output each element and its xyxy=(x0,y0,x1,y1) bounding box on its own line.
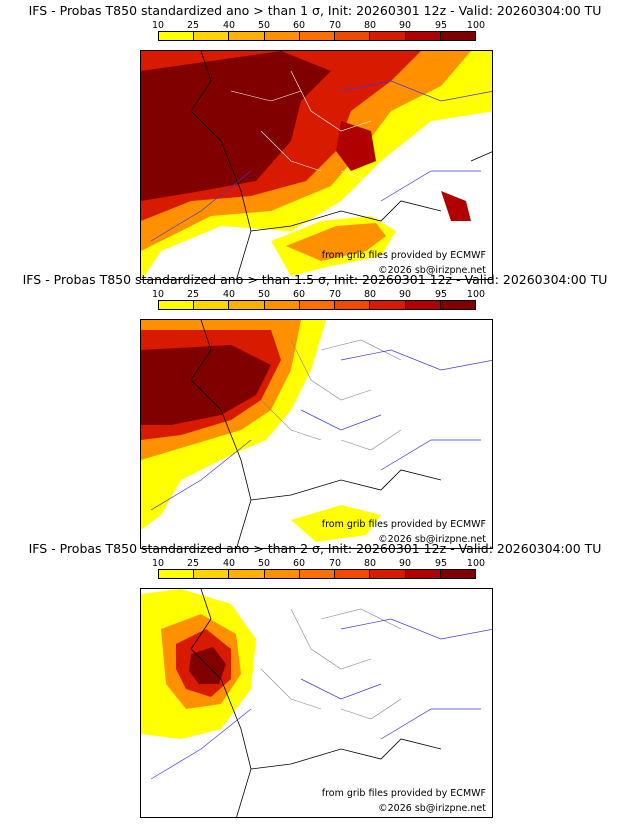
legend-tick: 10 xyxy=(151,558,165,569)
rivers xyxy=(150,618,492,780)
rivers xyxy=(150,349,492,511)
map-panel-1sigma: IFS - Probas T850 standardized ano > tha… xyxy=(0,3,630,281)
data-credit: from grib files provided by ECMWF xyxy=(321,788,486,799)
prob-field-max xyxy=(141,345,271,425)
legend-tick: 25 xyxy=(186,20,200,31)
map-panel-2sigma: IFS - Probas T850 standardized ano > tha… xyxy=(0,541,630,819)
probability-map: from grib files provided by ECMWF ©2026 … xyxy=(140,319,493,549)
prob-field-max xyxy=(141,51,331,201)
copyright: ©2026 sb@irizpne.net xyxy=(378,534,486,545)
legend-tick: 40 xyxy=(222,289,236,300)
legend-swatch xyxy=(194,570,230,578)
legend-swatch xyxy=(440,570,475,578)
legend-swatch xyxy=(299,301,336,309)
copyright: ©2026 sb@irizpne.net xyxy=(378,803,486,814)
legend-swatch xyxy=(370,301,406,309)
legend-tick: 40 xyxy=(222,558,236,569)
legend-tick: 50 xyxy=(257,289,271,300)
panel-title: IFS - Probas T850 standardized ano > tha… xyxy=(22,272,608,287)
legend-tick: 95 xyxy=(434,289,448,300)
legend-tick: 50 xyxy=(257,558,271,569)
legend-tick: 25 xyxy=(186,289,200,300)
map-graphic xyxy=(141,320,492,548)
legend-colorbar xyxy=(158,300,476,310)
legend-swatch xyxy=(229,570,265,578)
prob-field-corsica xyxy=(441,191,471,221)
panel-title: IFS - Probas T850 standardized ano > tha… xyxy=(28,541,602,556)
legend-swatch xyxy=(194,301,230,309)
legend-swatch xyxy=(264,32,300,40)
legend-tick: 90 xyxy=(398,20,412,31)
legend-tick: 25 xyxy=(186,558,200,569)
legend-tick: 95 xyxy=(434,20,448,31)
borders xyxy=(230,70,402,182)
legend-ticks: 10 25 40 50 60 70 80 90 95 100 xyxy=(152,20,485,31)
panel-title: IFS - Probas T850 standardized ano > tha… xyxy=(28,3,602,18)
legend-tick: 100 xyxy=(466,20,486,31)
legend-tick: 70 xyxy=(328,20,342,31)
map-graphic xyxy=(141,589,492,817)
legend-tick: 40 xyxy=(222,20,236,31)
legend-swatch xyxy=(335,301,371,309)
legend-tick: 95 xyxy=(434,558,448,569)
legend-swatch xyxy=(299,570,336,578)
copyright: ©2026 sb@irizpne.net xyxy=(378,265,486,276)
legend-swatch xyxy=(264,570,300,578)
coastline xyxy=(190,589,442,817)
legend-swatch xyxy=(229,301,265,309)
legend-tick: 10 xyxy=(151,20,165,31)
legend-swatch xyxy=(264,301,300,309)
coastline xyxy=(190,320,442,548)
legend-swatch xyxy=(440,301,475,309)
borders xyxy=(260,608,402,720)
probability-map: from grib files provided by ECMWF ©2026 … xyxy=(140,50,493,280)
legend-swatch xyxy=(405,301,441,309)
coastline xyxy=(190,51,492,279)
prob-field-low-south xyxy=(291,505,381,542)
legend-tick: 10 xyxy=(151,289,165,300)
legend-swatch xyxy=(159,301,195,309)
legend-swatch xyxy=(405,32,441,40)
legend-swatch xyxy=(405,570,441,578)
legend-tick: 70 xyxy=(328,558,342,569)
borders xyxy=(260,339,402,451)
legend-swatch xyxy=(335,32,371,40)
legend-colorbar xyxy=(158,569,476,579)
legend-swatch xyxy=(370,570,406,578)
probability-map: from grib files provided by ECMWF ©2026 … xyxy=(140,588,493,818)
legend-tick: 80 xyxy=(363,20,377,31)
legend-ticks: 10 25 40 50 60 70 80 90 95 100 xyxy=(152,289,485,300)
map-panel-1-5sigma: IFS - Probas T850 standardized ano > tha… xyxy=(0,272,630,550)
legend-colorbar xyxy=(158,31,476,41)
legend-swatch xyxy=(299,32,336,40)
legend-swatch xyxy=(335,570,371,578)
legend-swatch xyxy=(159,32,195,40)
legend-tick: 90 xyxy=(398,289,412,300)
legend-tick: 80 xyxy=(363,558,377,569)
legend-swatch xyxy=(440,32,475,40)
rivers xyxy=(150,80,492,242)
data-credit: from grib files provided by ECMWF xyxy=(321,519,486,530)
map-graphic xyxy=(141,51,492,279)
legend-swatch xyxy=(194,32,230,40)
legend-tick: 100 xyxy=(466,289,486,300)
legend-tick: 100 xyxy=(466,558,486,569)
legend-swatch xyxy=(229,32,265,40)
legend-tick: 50 xyxy=(257,20,271,31)
legend-tick: 70 xyxy=(328,289,342,300)
legend-swatch xyxy=(370,32,406,40)
prob-field-max-east xyxy=(336,121,376,171)
legend-tick: 80 xyxy=(363,289,377,300)
legend-tick: 60 xyxy=(292,558,306,569)
prob-field-mid-south xyxy=(286,223,386,261)
legend-tick: 60 xyxy=(292,289,306,300)
legend-ticks: 10 25 40 50 60 70 80 90 95 100 xyxy=(152,558,485,569)
legend-tick: 60 xyxy=(292,20,306,31)
legend-swatch xyxy=(159,570,195,578)
legend-tick: 90 xyxy=(398,558,412,569)
data-credit: from grib files provided by ECMWF xyxy=(321,250,486,261)
